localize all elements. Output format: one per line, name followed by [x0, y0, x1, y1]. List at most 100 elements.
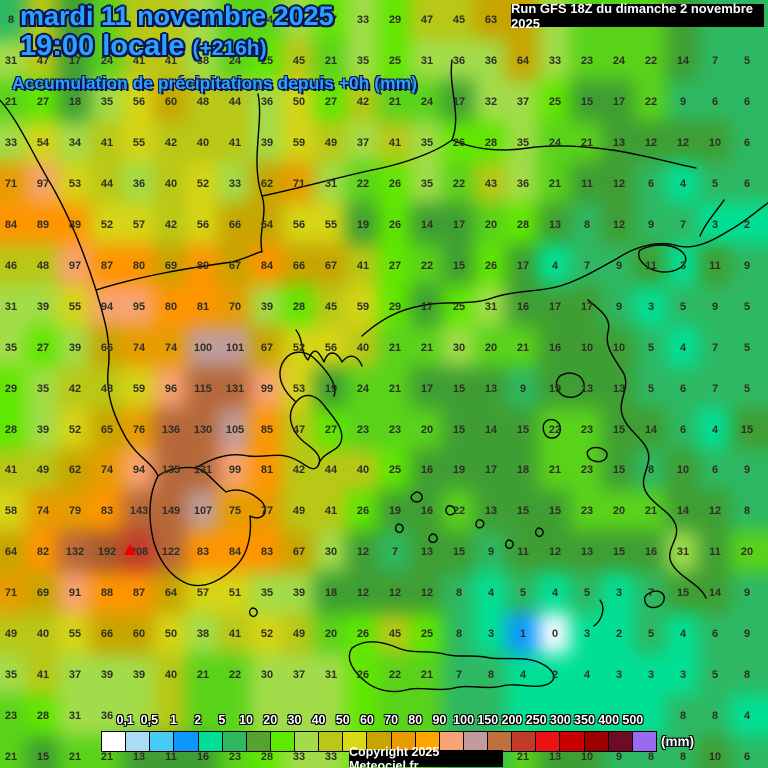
grid-value: 82 — [36, 546, 50, 559]
grid-value: 12 — [612, 177, 626, 190]
grid-value: 46 — [4, 259, 18, 272]
grid-value: 23 — [4, 710, 18, 723]
grid-value: 17 — [548, 300, 562, 313]
grid-value: 15 — [452, 259, 466, 272]
grid-value: 20 — [612, 505, 626, 518]
grid-value: 39 — [68, 341, 82, 354]
grid-value: 12 — [548, 546, 562, 559]
grid-value: 13 — [548, 751, 562, 764]
grid-value: 33 — [292, 751, 306, 764]
grid-value: 49 — [324, 136, 338, 149]
grid-value: 9 — [743, 259, 751, 272]
grid-value: 15 — [452, 382, 466, 395]
grid-value: 15 — [36, 751, 50, 764]
grid-value: 40 — [356, 464, 370, 477]
grid-value: 3 — [711, 218, 719, 231]
grid-value: 13 — [548, 218, 562, 231]
grid-value: 30 — [260, 669, 274, 682]
grid-value: 42 — [68, 382, 82, 395]
grid-value: 100 — [193, 341, 213, 354]
grid-value: 41 — [356, 259, 370, 272]
grid-value: 22 — [356, 177, 370, 190]
grid-value: 115 — [194, 382, 212, 395]
legend-label: 80 — [408, 713, 423, 727]
grid-value: 149 — [161, 505, 181, 518]
grid-value: 16 — [516, 300, 530, 313]
grid-value: 41 — [132, 54, 146, 67]
grid-value: 41 — [228, 628, 242, 641]
grid-value: 36 — [100, 710, 114, 723]
grid-value: 30 — [324, 546, 338, 559]
grid-value: 99 — [228, 464, 242, 477]
grid-value: 33 — [292, 14, 306, 26]
grid-value: 42 — [292, 464, 306, 477]
grid-value: 49 — [292, 505, 306, 518]
legend-label: 250 — [525, 713, 547, 727]
grid-value: 4 — [711, 423, 719, 436]
grid-value: 17 — [612, 95, 626, 108]
grid-value: 3 — [583, 628, 591, 641]
grid-value: 22 — [452, 505, 466, 518]
grid-value: 14 — [676, 54, 690, 67]
grid-value: 36 — [260, 95, 274, 108]
forecast-offset: (+216h) — [192, 37, 267, 60]
grid-value: 21 — [548, 464, 562, 477]
grid-value: 6 — [679, 423, 687, 436]
grid-value: 69 — [164, 259, 178, 272]
grid-value: 2 — [615, 628, 623, 641]
grid-value: 54 — [36, 136, 50, 149]
valid-time: 19:00 locale (+216h) — [20, 30, 267, 62]
grid-value: 28 — [516, 218, 530, 231]
grid-value: 62 — [68, 464, 82, 477]
grid-value: 42 — [164, 136, 178, 149]
legend-swatch — [536, 732, 561, 751]
grid-value: 20 — [740, 546, 754, 559]
legend-label: 400 — [598, 713, 620, 727]
max-precip-marker — [124, 543, 136, 555]
grid-value: 96 — [164, 382, 178, 395]
grid-value: 36 — [484, 54, 498, 67]
grid-value: 16 — [420, 464, 434, 477]
grid-value: 101 — [225, 341, 245, 354]
grid-value: 17 — [516, 259, 530, 272]
grid-value: 50 — [292, 95, 306, 108]
grid-value: 25 — [388, 54, 402, 67]
grid-value: 13 — [580, 382, 594, 395]
grid-value: 27 — [324, 95, 338, 108]
grid-value: 55 — [68, 300, 82, 313]
grid-value: 39 — [36, 423, 50, 436]
grid-value: 31 — [324, 669, 338, 682]
grid-value: 51 — [228, 587, 242, 600]
grid-value: 39 — [292, 587, 306, 600]
grid-value: 55 — [324, 218, 338, 231]
grid-value: 19 — [324, 382, 338, 395]
grid-value: 55 — [68, 628, 82, 641]
grid-value: 11 — [165, 751, 177, 764]
grid-value: 35 — [260, 587, 274, 600]
grid-value: 59 — [292, 136, 306, 149]
legend-swatch — [150, 732, 175, 751]
grid-value: 48 — [36, 259, 50, 272]
grid-value: 84 — [228, 546, 242, 559]
grid-value: 9 — [647, 218, 655, 231]
grid-value: 25 — [548, 95, 562, 108]
grid-value: 17 — [580, 300, 594, 313]
grid-value: 4 — [487, 587, 495, 600]
grid-value: 67 — [228, 259, 242, 272]
grid-value: 71 — [292, 177, 306, 190]
valid-date: mardi 11 novembre 2025 — [20, 1, 334, 31]
legend-label: 30 — [287, 713, 302, 727]
legend-swatch — [319, 732, 344, 751]
grid-value: 24 — [420, 95, 434, 108]
grid-value: 7 — [391, 546, 399, 559]
grid-value: 21 — [388, 341, 402, 354]
grid-value: 56 — [196, 218, 210, 231]
grid-value: 17 — [452, 95, 466, 108]
grid-value: 9 — [743, 587, 751, 600]
grid-value: 76 — [132, 423, 146, 436]
legend-swatch — [222, 732, 247, 751]
grid-value: 1 — [519, 628, 527, 641]
legend-label: 100 — [453, 713, 475, 727]
grid-value: 7 — [647, 587, 655, 600]
